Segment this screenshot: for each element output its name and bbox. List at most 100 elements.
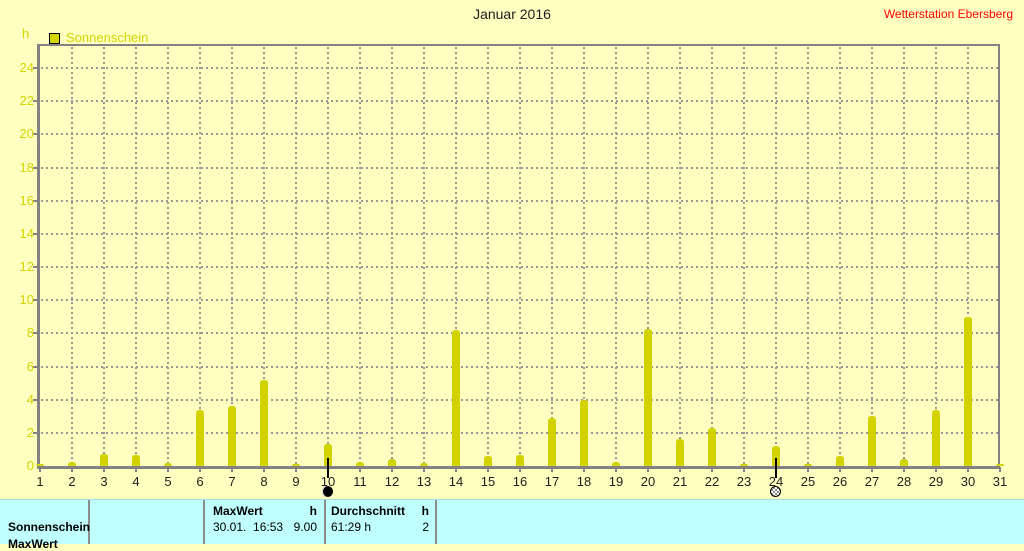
x-tick [903, 467, 905, 472]
x-axis-label: 8 [260, 474, 268, 489]
bar-day-14 [452, 330, 460, 466]
v-gridline [583, 47, 585, 464]
stats-footer: MaxWert h Durchschnitt h Sonnenschein 30… [0, 499, 1024, 551]
v-gridline [327, 47, 329, 464]
y-axis-label: 0 [26, 458, 34, 473]
x-tick [199, 467, 201, 472]
x-tick [71, 467, 73, 472]
bar-day-10 [324, 444, 332, 466]
x-axis-label: 21 [672, 474, 688, 489]
bar-day-7 [228, 406, 236, 466]
x-axis-label: 13 [416, 474, 432, 489]
x-tick [487, 467, 489, 472]
y-tick [33, 199, 39, 202]
y-tick [33, 332, 39, 335]
station-name: Wetterstation Ebersberg [883, 7, 1013, 21]
x-axis-label: 22 [704, 474, 720, 489]
v-gridline [167, 47, 169, 464]
x-tick [167, 467, 169, 472]
y-axis-label: 16 [19, 192, 34, 208]
y-axis-label: 12 [19, 259, 34, 274]
new-moon-icon [322, 486, 333, 497]
y-tick [33, 232, 39, 235]
full-moon-icon [770, 486, 781, 497]
v-gridline [775, 47, 777, 464]
v-gridline [359, 47, 361, 464]
x-axis-label: 10 [320, 474, 336, 489]
v-gridline [487, 47, 489, 464]
x-tick [423, 467, 425, 472]
footer-divider [203, 500, 205, 544]
x-tick [711, 467, 713, 472]
x-tick [871, 467, 873, 472]
bar-day-22 [708, 428, 716, 466]
footer-divider [88, 500, 90, 544]
x-axis-label: 23 [736, 474, 752, 489]
bar-day-6 [196, 410, 204, 466]
y-axis-label: 14 [19, 225, 34, 241]
clipped-row-label: MaxWert [8, 537, 58, 551]
bar-day-9 [292, 464, 300, 466]
x-axis-label: 5 [164, 474, 172, 489]
bar-day-13 [420, 463, 428, 466]
x-tick [583, 467, 585, 472]
bar-day-20 [644, 329, 652, 466]
x-axis-label: 18 [576, 474, 592, 489]
x-tick [295, 467, 297, 472]
y-axis-label: 24 [19, 60, 34, 75]
v-gridline [423, 47, 425, 464]
v-gridline [615, 47, 617, 464]
bar-day-28 [900, 459, 908, 466]
maxwert-header: MaxWert [213, 504, 263, 518]
x-tick [231, 467, 233, 472]
y-tick [33, 166, 39, 169]
x-axis-label: 17 [544, 474, 560, 489]
v-gridline [295, 47, 297, 464]
footer-series-label: Sonnenschein [8, 520, 91, 534]
x-axis-label: 1 [36, 474, 44, 489]
durchschnitt-header: Durchschnitt [331, 504, 406, 518]
bar-day-2 [68, 462, 76, 466]
x-axis-label: 12 [384, 474, 400, 489]
v-gridline [391, 47, 393, 464]
bar-day-5 [164, 463, 172, 466]
x-tick [455, 467, 457, 472]
x-tick [935, 467, 937, 472]
y-axis-label: 4 [26, 391, 34, 407]
bar-day-1 [36, 464, 44, 466]
maxwert-value: 9.00 [293, 520, 317, 534]
x-axis-label: 20 [640, 474, 656, 489]
x-axis-label: 3 [100, 474, 108, 489]
v-gridline [967, 47, 969, 464]
y-axis-label: 2 [26, 424, 34, 440]
x-axis-label: 29 [928, 474, 944, 489]
x-axis-label: 2 [68, 474, 76, 489]
x-axis-label: 30 [960, 474, 976, 489]
y-axis-label: 18 [19, 159, 34, 175]
v-gridline [231, 47, 233, 464]
v-gridline [199, 47, 201, 464]
legend: Sonnenschein [49, 30, 148, 46]
bar-day-30 [964, 317, 972, 466]
x-tick [839, 467, 841, 472]
y-tick [33, 398, 39, 401]
x-tick [103, 467, 105, 472]
x-axis-label: 9 [292, 474, 300, 489]
bar-day-24 [772, 446, 780, 466]
x-axis-label: 16 [512, 474, 528, 489]
x-axis-label: 28 [896, 474, 912, 489]
v-gridline [71, 47, 73, 464]
y-axis-label: 6 [26, 358, 34, 374]
v-gridline [519, 47, 521, 464]
y-tick [33, 67, 39, 69]
x-tick [999, 467, 1001, 472]
x-axis-label: 19 [608, 474, 624, 489]
y-tick [33, 431, 39, 434]
x-tick [647, 467, 649, 472]
y-tick [33, 365, 39, 368]
bar-day-23 [740, 464, 748, 466]
x-axis-label: 26 [832, 474, 848, 489]
bar-day-19 [612, 462, 620, 466]
v-gridline [679, 47, 681, 464]
v-gridline [263, 47, 265, 464]
